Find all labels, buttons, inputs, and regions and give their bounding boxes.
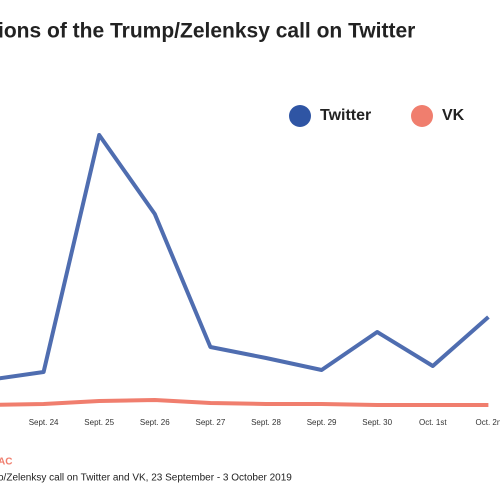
x-tick-label: Sept. 26 — [140, 418, 170, 427]
x-tick-label: Sept. 25 — [84, 418, 114, 427]
legend-swatch — [289, 105, 311, 127]
x-tick-label: Sept. 27 — [195, 418, 225, 427]
legend-label: Twitter — [320, 107, 371, 124]
line-series — [0, 133, 490, 381]
caption: o/Zelenksy call on Twitter and VK, 23 Se… — [0, 473, 292, 484]
legend-swatch — [411, 105, 433, 127]
legend-label: VK — [442, 107, 465, 124]
chart-title: ions of the Trump/Zelenksy call on Twitt… — [0, 20, 415, 43]
x-tick-label: Oct. 2n — [476, 418, 500, 427]
x-tick-label: Oct. 1st — [419, 418, 447, 427]
x-tick-label: Sept. 29 — [307, 418, 337, 427]
x-tick-label: Sept. 24 — [29, 418, 59, 427]
x-tick-label: Sept. 30 — [362, 418, 392, 427]
line-series — [0, 398, 489, 407]
x-tick-label: Sept. 28 — [251, 418, 281, 427]
source-label: AC — [0, 457, 12, 468]
